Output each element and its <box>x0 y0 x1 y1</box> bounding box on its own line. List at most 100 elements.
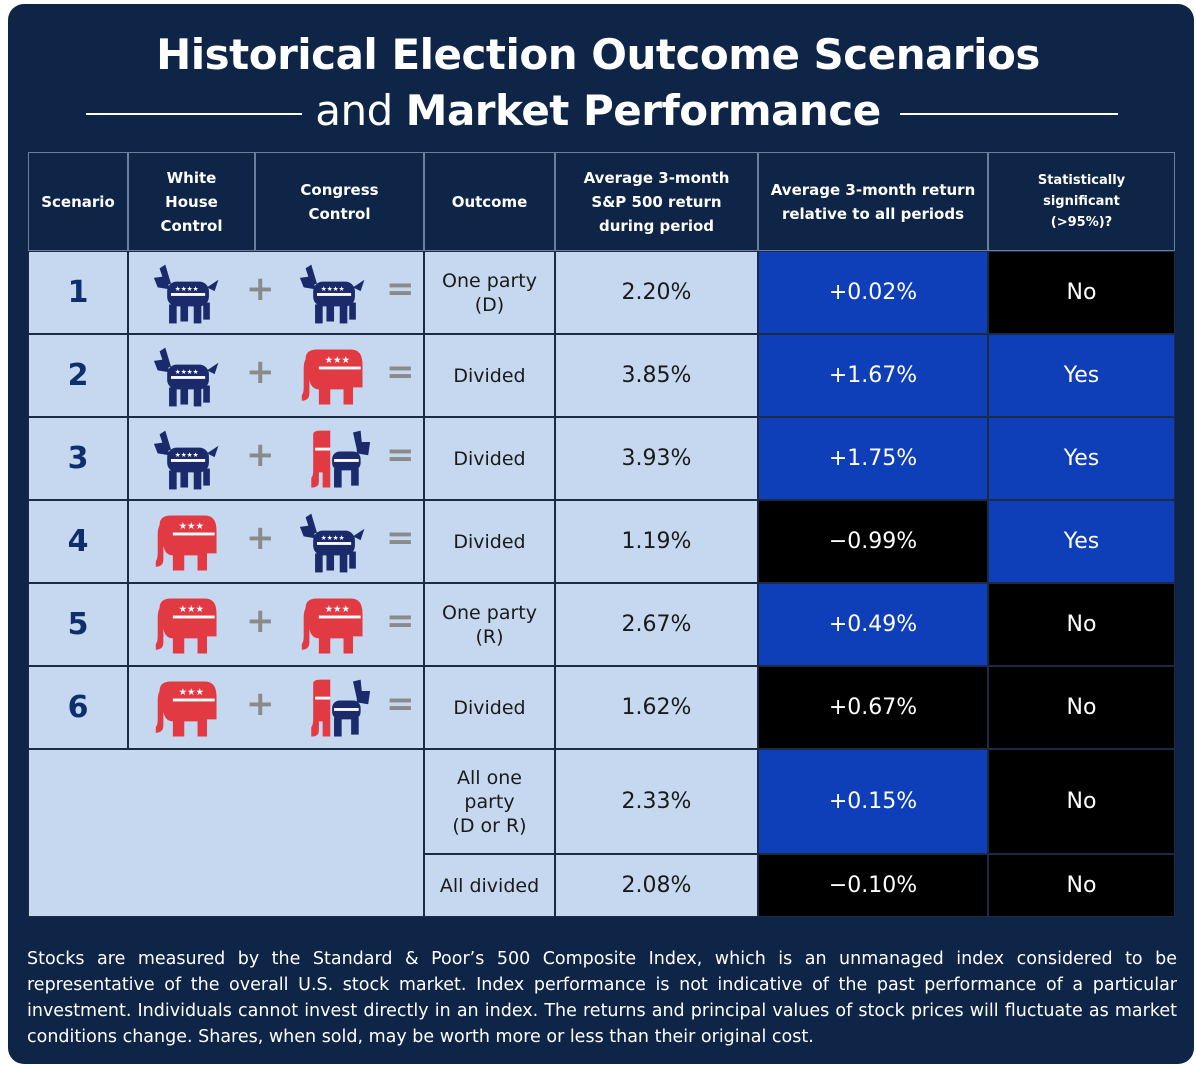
header-white-house-line: House <box>165 192 218 211</box>
equals-sign: = <box>386 684 415 724</box>
scenario-number: 1 <box>28 251 128 334</box>
header-relative-line: relative to all periods <box>781 204 965 223</box>
relative-return-value: +0.49% <box>758 583 988 666</box>
plus-sign: + <box>246 518 275 558</box>
title-line-1: Historical Election Outcome Scenarios <box>156 30 1040 79</box>
avg-return-value: 1.62% <box>555 666 758 749</box>
congress-split-elephant-donkey-icon <box>311 679 371 737</box>
plus-sign: + <box>246 684 275 724</box>
donkey-shape: ★★★★ <box>299 264 365 324</box>
outcome-line: Divided <box>453 530 526 553</box>
avg-return-value: 3.85% <box>555 334 758 417</box>
outcome-label: Divided <box>453 530 525 554</box>
elephant-shape: ★★★ <box>301 598 363 654</box>
summary-outcome-cell: All one party (D or R) <box>424 749 555 854</box>
elephant-shape: ★★★ <box>155 681 217 737</box>
header-congress-line: Congress <box>300 180 379 199</box>
header-congress: Congress Control <box>255 152 424 251</box>
white-house-elephant-icon: ★★★ <box>155 681 217 737</box>
significance-value: Yes <box>988 334 1175 417</box>
scenario-number: 2 <box>28 334 128 417</box>
summary-blank-area <box>28 749 424 917</box>
avg-return-value: 3.93% <box>555 417 758 500</box>
outcome-line: Divided <box>453 447 526 470</box>
significance-value: No <box>988 251 1175 334</box>
elephant-shape: ★★★ <box>155 598 217 654</box>
summary-significance-value: No <box>988 854 1175 917</box>
relative-return-value: −0.99% <box>758 500 988 583</box>
outcome-line: Divided <box>453 364 526 387</box>
congress-elephant-icon: ★★★ <box>301 598 363 654</box>
outcome-line: (R) <box>475 625 504 648</box>
significance-value: Yes <box>988 500 1175 583</box>
title-line-2-bold: Market Performance <box>405 86 882 135</box>
white-house-donkey-icon: ★★★★ <box>153 264 219 324</box>
elephant-shape: ★★★ <box>155 515 217 571</box>
outcome-cell: Divided <box>424 417 555 500</box>
plus-sign: + <box>246 601 275 641</box>
relative-return-value: +0.02% <box>758 251 988 334</box>
significance-value: No <box>988 666 1175 749</box>
outcome-cell: One party (R) <box>424 583 555 666</box>
header-avg-return-label: Average 3-month S&P 500 return during peri… <box>584 166 730 238</box>
outcome-label: Divided <box>453 364 525 388</box>
scenario-number: 4 <box>28 500 128 583</box>
header-avg-return-line: S&P 500 return <box>591 192 722 211</box>
donkey-shape: ★★★★ <box>153 430 219 490</box>
split-shape <box>311 430 371 488</box>
avg-return-value: 1.19% <box>555 500 758 583</box>
outcome-label: Divided <box>453 696 525 720</box>
avg-return-value: 2.20% <box>555 251 758 334</box>
summary-significance-value: No <box>988 749 1175 854</box>
equals-sign: = <box>386 518 415 558</box>
avg-return-value: 2.67% <box>555 583 758 666</box>
svg-text:★★★: ★★★ <box>179 604 204 615</box>
summary-avg-return-value: 2.08% <box>555 854 758 917</box>
title-rule-left <box>86 113 302 115</box>
svg-text:★★★★: ★★★★ <box>175 285 199 293</box>
relative-return-value: +1.67% <box>758 334 988 417</box>
white-house-donkey-icon: ★★★★ <box>153 430 219 490</box>
scenario-number: 6 <box>28 666 128 749</box>
header-avg-return-line: during period <box>598 216 715 235</box>
outcome-line: One party <box>442 269 537 292</box>
svg-text:★★★★: ★★★★ <box>321 285 345 293</box>
outcome-line: (D) <box>474 293 505 316</box>
svg-text:★★★: ★★★ <box>179 521 204 532</box>
header-avg-return: Average 3-month S&P 500 return during peri… <box>555 152 758 251</box>
summary-relative-return-value: −0.10% <box>758 854 988 917</box>
svg-text:★★★: ★★★ <box>325 604 350 615</box>
congress-elephant-icon: ★★★ <box>301 349 363 405</box>
header-outcome: Outcome <box>424 152 555 251</box>
relative-return-value: +1.75% <box>758 417 988 500</box>
congress-donkey-icon: ★★★★ <box>299 264 365 324</box>
header-congress-line: Control <box>308 204 371 223</box>
plus-sign: + <box>246 269 275 309</box>
header-scenario-line: Scenario <box>41 192 115 211</box>
summary-outcome-cell: All divided <box>424 854 555 917</box>
equals-sign: = <box>386 601 415 641</box>
svg-text:★★★★: ★★★★ <box>175 451 199 459</box>
header-outcome-line: Outcome <box>451 192 528 211</box>
scenario-number: 5 <box>28 583 128 666</box>
congress-donkey-icon: ★★★★ <box>299 513 365 573</box>
title-line-2: and Market Performance <box>0 86 1196 135</box>
significance-value: No <box>988 583 1175 666</box>
title-rule-right <box>900 113 1118 115</box>
donkey-shape: ★★★★ <box>153 264 219 324</box>
summary-relative-return-value: +0.15% <box>758 749 988 854</box>
summary-outcome-line: party <box>464 790 515 813</box>
header-relative: Average 3-month return relative to all pe… <box>758 152 988 251</box>
header-relative-label: Average 3-month return relative to all pe… <box>771 178 976 226</box>
outcome-line: Divided <box>453 696 526 719</box>
congress-split-elephant-donkey-icon <box>311 430 371 488</box>
header-scenario-label: Scenario <box>41 190 115 214</box>
svg-text:★★★★: ★★★★ <box>175 368 199 376</box>
outcome-cell: Divided <box>424 500 555 583</box>
equals-sign: = <box>386 352 415 392</box>
outcome-label: One party (D) <box>442 269 537 317</box>
outcome-line: One party <box>442 601 537 624</box>
white-house-elephant-icon: ★★★ <box>155 598 217 654</box>
header-outcome-label: Outcome <box>452 190 528 214</box>
summary-avg-return-value: 2.33% <box>555 749 758 854</box>
